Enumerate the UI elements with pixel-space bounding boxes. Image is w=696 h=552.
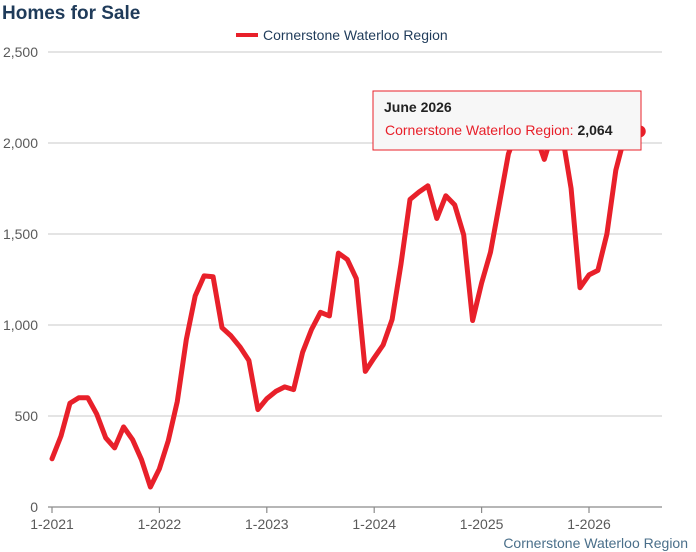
- y-tick-label: 1,500: [3, 226, 38, 242]
- x-tick-label: 1-2022: [138, 516, 182, 532]
- tooltip: June 2026 Cornerstone Waterloo Region: 2…: [372, 90, 642, 151]
- x-tick-label: 1-2026: [567, 516, 611, 532]
- tooltip-series-row: Cornerstone Waterloo Region: 2,064: [385, 122, 613, 138]
- y-tick-label: 2,500: [3, 44, 38, 60]
- tooltip-series-label: Cornerstone Waterloo Region:: [385, 122, 574, 138]
- y-tick-label: 0: [30, 499, 38, 515]
- x-tick-label: 1-2025: [460, 516, 504, 532]
- gridlines: [48, 51, 662, 417]
- legend[interactable]: Cornerstone Waterloo Region: [236, 27, 448, 43]
- x-axis-ticks: 1-2021 1-2022 1-2023 1-2024 1-2025 1-2026: [30, 507, 611, 532]
- y-axis-ticks: 0 500 1,000 1,500 2,000 2,500: [3, 44, 38, 515]
- x-tick-label: 1-2024: [352, 516, 396, 532]
- tooltip-title: June 2026: [384, 99, 452, 115]
- legend-label: Cornerstone Waterloo Region: [263, 27, 448, 43]
- x-tick-label: 1-2021: [30, 516, 74, 532]
- y-tick-label: 1,000: [3, 317, 38, 333]
- series-line-cornerstone-waterloo-region: [49, 122, 637, 490]
- y-tick-label: 500: [15, 408, 39, 424]
- chart-credit[interactable]: Cornerstone Waterloo Region: [503, 535, 688, 551]
- tooltip-value: 2,064: [577, 122, 612, 138]
- y-tick-label: 2,000: [3, 135, 38, 151]
- chart-title: Homes for Sale: [2, 3, 140, 24]
- x-tick-label: 1-2023: [245, 516, 289, 532]
- tooltip-box: [372, 90, 642, 151]
